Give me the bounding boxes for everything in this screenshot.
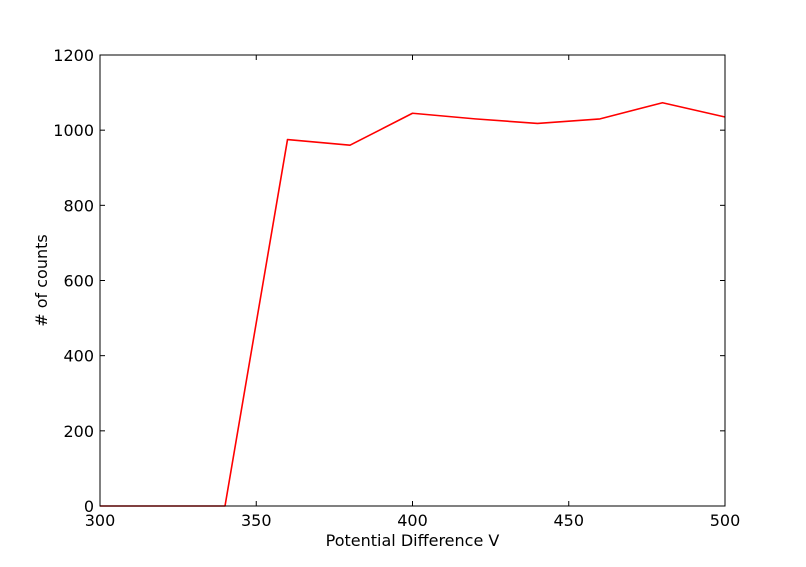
ticks-layer: 300 350 400 450 500 0 200 400 600 800 1000 1200 bbox=[53, 46, 740, 530]
x-tick-label: 450 bbox=[553, 511, 584, 530]
x-tick-label: 400 bbox=[397, 511, 428, 530]
y-tick-label: 1200 bbox=[53, 46, 94, 65]
x-tick-label: 500 bbox=[710, 511, 741, 530]
x-tick-label: 300 bbox=[85, 511, 116, 530]
y-tick-label: 400 bbox=[63, 347, 94, 366]
series-layer bbox=[100, 101, 726, 507]
y-tick-label: 200 bbox=[63, 422, 94, 441]
series-line-0 bbox=[100, 101, 726, 507]
y-tick-label: 0 bbox=[84, 497, 94, 516]
x-tick-label: 350 bbox=[241, 511, 272, 530]
y-tick-label: 800 bbox=[63, 196, 94, 215]
x-axis-label: Potential Difference V bbox=[326, 531, 500, 550]
y-tick-label: 1000 bbox=[53, 121, 94, 140]
plot-frame bbox=[99, 54, 726, 507]
y-axis-label: # of counts bbox=[32, 234, 51, 326]
y-tick-label: 600 bbox=[63, 272, 94, 291]
